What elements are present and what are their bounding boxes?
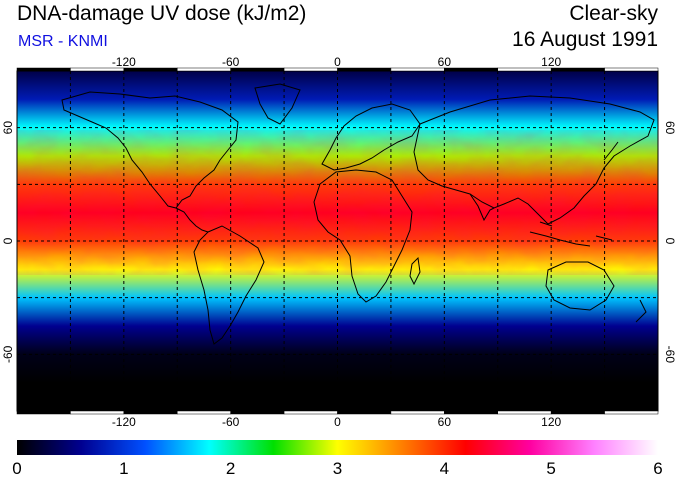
uv-texture-overlay: [17, 130, 658, 275]
latitude-tick-label: -60: [1, 345, 15, 363]
longitude-labels-top: -120 -60 0 60 120: [112, 55, 562, 69]
latitude-tick-label: 60: [1, 121, 15, 135]
frame-tick-band: [283, 410, 338, 415]
latitude-labels-left: 60 0 -60: [1, 121, 15, 363]
frame-tick-band: [337, 67, 392, 72]
longitude-tick-label: 0: [334, 55, 341, 69]
frame-tick-band: [390, 410, 445, 415]
longitude-tick-label: 60: [438, 55, 452, 69]
longitude-tick-label: 120: [541, 55, 561, 69]
coastline-south-america: [193, 225, 265, 345]
colorbar-tick-label: 2: [226, 459, 235, 478]
sky-condition-label: Clear-sky: [569, 2, 658, 25]
frame-tick-band: [70, 410, 125, 415]
source-label: MSR - KNMI: [18, 33, 108, 50]
longitude-tick-label: -60: [222, 415, 240, 429]
coastline-new-zealand: [635, 299, 647, 323]
longitude-tick-label: 120: [541, 415, 561, 429]
frame-tick-band: [16, 67, 71, 72]
frame-tick-band: [604, 67, 659, 72]
coastline-indonesia: [529, 221, 613, 247]
colorbar-strip: [17, 440, 658, 455]
frame-tick-band: [604, 410, 659, 415]
frame-tick-band: [70, 67, 125, 72]
frame-tick-band: [283, 67, 338, 72]
coastline-greenland: [254, 83, 301, 125]
map-panel: -120 -60 0 60 120 -120 -60 0 60 120 60 0 -60 60 0 -6…: [1, 55, 677, 429]
coastline-africa: [313, 169, 413, 303]
frame-tick-band: [497, 410, 552, 415]
frame-tick-band: [444, 410, 499, 415]
coastlines: [17, 83, 658, 401]
longitude-labels-bottom: -120 -60 0 60 120: [112, 415, 562, 429]
frame-tick-band: [123, 67, 178, 72]
frame-tick-band: [16, 410, 71, 415]
frame-tick-band: [550, 67, 605, 72]
latitude-tick-label: 60: [663, 121, 677, 135]
frame-tick-band: [177, 410, 231, 415]
latitude-tick-label: -60: [663, 346, 677, 364]
frame-tick-band: [230, 67, 285, 72]
frame-tick-band: [230, 410, 285, 415]
frame-tick-band: [497, 67, 552, 72]
colorbar-labels: 0 1 2 3 4 5 6: [12, 459, 662, 478]
colorbar-tick-label: 6: [653, 459, 662, 478]
colorbar-tick-label: 4: [440, 459, 449, 478]
coastline-japan: [603, 141, 619, 161]
graticule: [17, 71, 658, 411]
frame-tick-band: [123, 410, 178, 415]
colorbar-tick-label: 0: [12, 459, 21, 478]
frame-tick-band: [550, 410, 605, 415]
coastline-india: [469, 193, 495, 222]
colorbar-tick-label: 3: [333, 459, 342, 478]
frame-tick-band: [337, 410, 392, 415]
coastline-madagascar: [409, 256, 421, 286]
colorbar: 0 1 2 3 4 5 6: [12, 440, 663, 478]
frame-tick-band: [390, 67, 445, 72]
coastline-north-america: [61, 91, 239, 209]
colorbar-tick-label: 1: [119, 459, 128, 478]
latitude-tick-label: 0: [1, 237, 15, 244]
frame-tick-band: [177, 67, 231, 72]
latitude-tick-label: 0: [663, 238, 677, 245]
longitude-tick-label: 0: [334, 415, 341, 429]
date-label: 16 August 1991: [512, 28, 658, 51]
colorbar-tick-label: 5: [546, 459, 555, 478]
frame-tick-band: [444, 67, 499, 72]
latitude-labels-right: 60 0 -60: [663, 121, 677, 363]
longitude-tick-label: -60: [222, 55, 240, 69]
coastline-antarctica: [17, 393, 658, 401]
map-title: DNA-damage UV dose (kJ/m2): [17, 2, 307, 25]
coastline-central-america: [175, 207, 209, 233]
longitude-tick-label: -120: [112, 415, 136, 429]
coastline-asia: [413, 95, 655, 225]
longitude-tick-label: -120: [112, 55, 136, 69]
longitude-tick-label: 60: [438, 415, 452, 429]
